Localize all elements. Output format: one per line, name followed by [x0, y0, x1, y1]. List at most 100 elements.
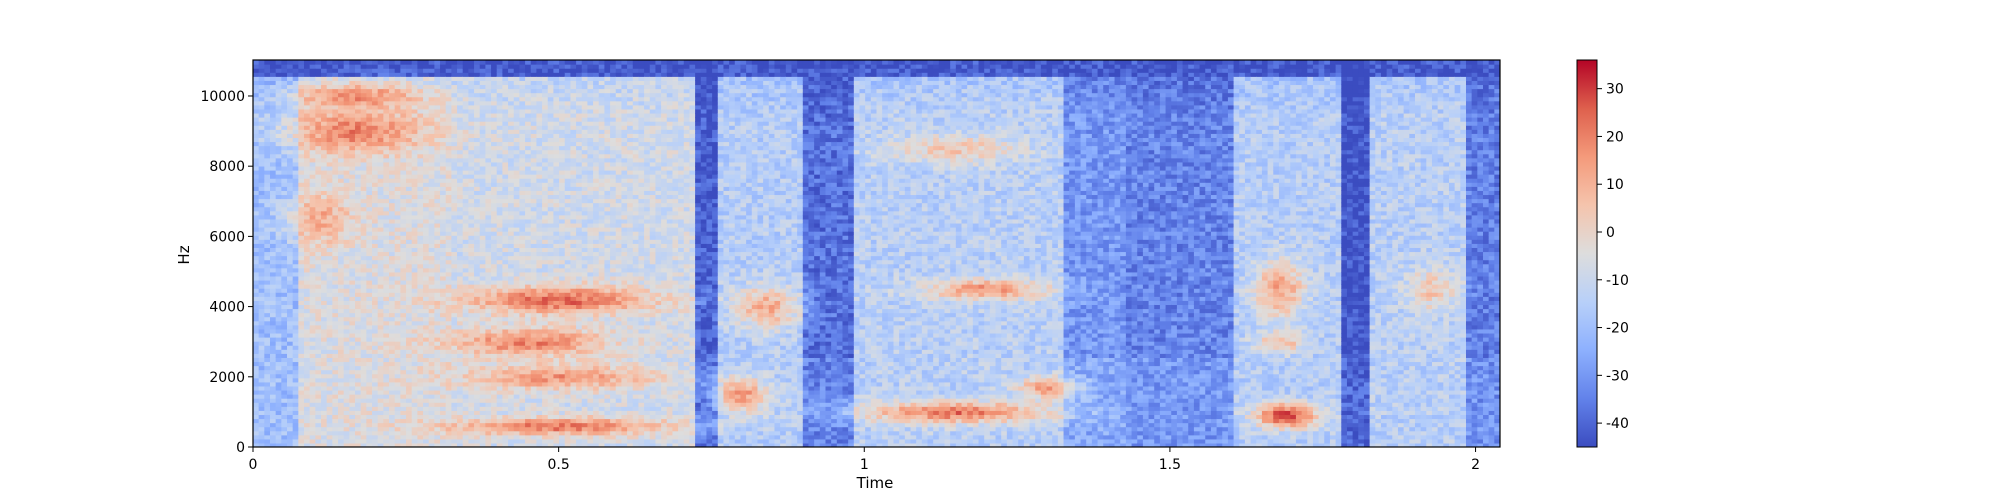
heatmap-cell — [327, 121, 333, 126]
heatmap-cell — [281, 186, 287, 191]
heatmap-cell — [378, 329, 384, 334]
heatmap-cell — [270, 431, 276, 436]
heatmap-cell — [287, 146, 293, 151]
heatmap-cell — [406, 418, 412, 423]
heatmap-cell — [366, 80, 372, 85]
heatmap-cell — [281, 345, 287, 350]
heatmap-cell — [293, 300, 299, 305]
heatmap-cell — [349, 427, 355, 432]
heatmap-cell — [259, 361, 265, 366]
heatmap-cell — [264, 435, 270, 440]
heatmap-cell — [372, 239, 378, 244]
heatmap-cell — [327, 402, 333, 407]
heatmap-cell — [355, 423, 361, 428]
heatmap-cell — [400, 158, 406, 163]
heatmap-cell — [276, 251, 282, 256]
heatmap-cell — [287, 235, 293, 240]
heatmap-cell — [338, 178, 344, 183]
heatmap-cell — [383, 378, 389, 383]
heatmap-cell — [293, 178, 299, 183]
heatmap-cell — [298, 439, 304, 444]
heatmap-cell — [355, 337, 361, 342]
heatmap-cell — [287, 182, 293, 187]
heatmap-cell — [259, 105, 265, 110]
heatmap-cell — [276, 374, 282, 379]
heatmap-cell — [253, 166, 259, 171]
heatmap-cell — [361, 239, 367, 244]
heatmap-cell — [344, 146, 350, 151]
heatmap-cell — [310, 394, 316, 399]
heatmap-cell — [270, 60, 276, 65]
heatmap-cell — [355, 260, 361, 265]
heatmap-cell — [378, 203, 384, 208]
heatmap-cell — [366, 113, 372, 118]
heatmap-cell — [315, 251, 321, 256]
heatmap-cell — [366, 406, 372, 411]
heatmap-cell — [276, 72, 282, 77]
heatmap-cell — [281, 272, 287, 277]
heatmap-cell — [298, 341, 304, 346]
heatmap-cell — [310, 256, 316, 261]
heatmap-cell — [321, 414, 327, 419]
heatmap-cell — [270, 264, 276, 269]
heatmap-cell — [338, 166, 344, 171]
heatmap-cell — [349, 80, 355, 85]
heatmap-cell — [321, 370, 327, 375]
heatmap-cell — [355, 235, 361, 240]
heatmap-cell — [355, 414, 361, 419]
heatmap-cell — [304, 284, 310, 289]
heatmap-cell — [270, 150, 276, 155]
heatmap-cell — [338, 80, 344, 85]
heatmap-cell — [378, 199, 384, 204]
heatmap-cell — [310, 60, 316, 65]
heatmap-cell — [281, 211, 287, 216]
heatmap-cell — [304, 93, 310, 98]
heatmap-cell — [259, 150, 265, 155]
heatmap-cell — [366, 72, 372, 77]
heatmap-cell — [389, 137, 395, 142]
heatmap-cell — [332, 414, 338, 419]
heatmap-cell — [361, 251, 367, 256]
heatmap-cell — [372, 349, 378, 354]
heatmap-cell — [338, 370, 344, 375]
heatmap-cell — [332, 170, 338, 175]
heatmap-cell — [389, 264, 395, 269]
heatmap-cell — [304, 414, 310, 419]
heatmap-cell — [293, 89, 299, 94]
heatmap-cell — [344, 150, 350, 155]
heatmap-cell — [349, 349, 355, 354]
heatmap-cell — [338, 435, 344, 440]
heatmap-cell — [361, 60, 367, 65]
heatmap-cell — [264, 284, 270, 289]
heatmap-cell — [395, 137, 401, 142]
heatmap-cell — [264, 231, 270, 236]
heatmap-cell — [287, 390, 293, 395]
heatmap-cell — [332, 272, 338, 277]
heatmap-cell — [321, 366, 327, 371]
heatmap-cell — [372, 121, 378, 126]
heatmap-cell — [332, 251, 338, 256]
heatmap-cell — [355, 125, 361, 130]
heatmap-cell — [281, 231, 287, 236]
heatmap-cell — [304, 317, 310, 322]
heatmap-cell — [338, 72, 344, 77]
heatmap-cell — [304, 308, 310, 313]
heatmap-cell — [383, 304, 389, 309]
heatmap-cell — [366, 162, 372, 167]
heatmap-cell — [264, 247, 270, 252]
heatmap-cell — [276, 378, 282, 383]
heatmap-cell — [383, 357, 389, 362]
heatmap-cell — [406, 300, 412, 305]
heatmap-cell — [310, 162, 316, 167]
heatmap-cell — [395, 329, 401, 334]
heatmap-cell — [276, 398, 282, 403]
heatmap-cell — [327, 174, 333, 179]
heatmap-cell — [253, 414, 259, 419]
heatmap-cell — [349, 321, 355, 326]
heatmap-cell — [253, 284, 259, 289]
heatmap-cell — [344, 321, 350, 326]
heatmap-cell — [315, 296, 321, 301]
heatmap-cell — [389, 431, 395, 436]
heatmap-cell — [361, 288, 367, 293]
heatmap-cell — [259, 349, 265, 354]
